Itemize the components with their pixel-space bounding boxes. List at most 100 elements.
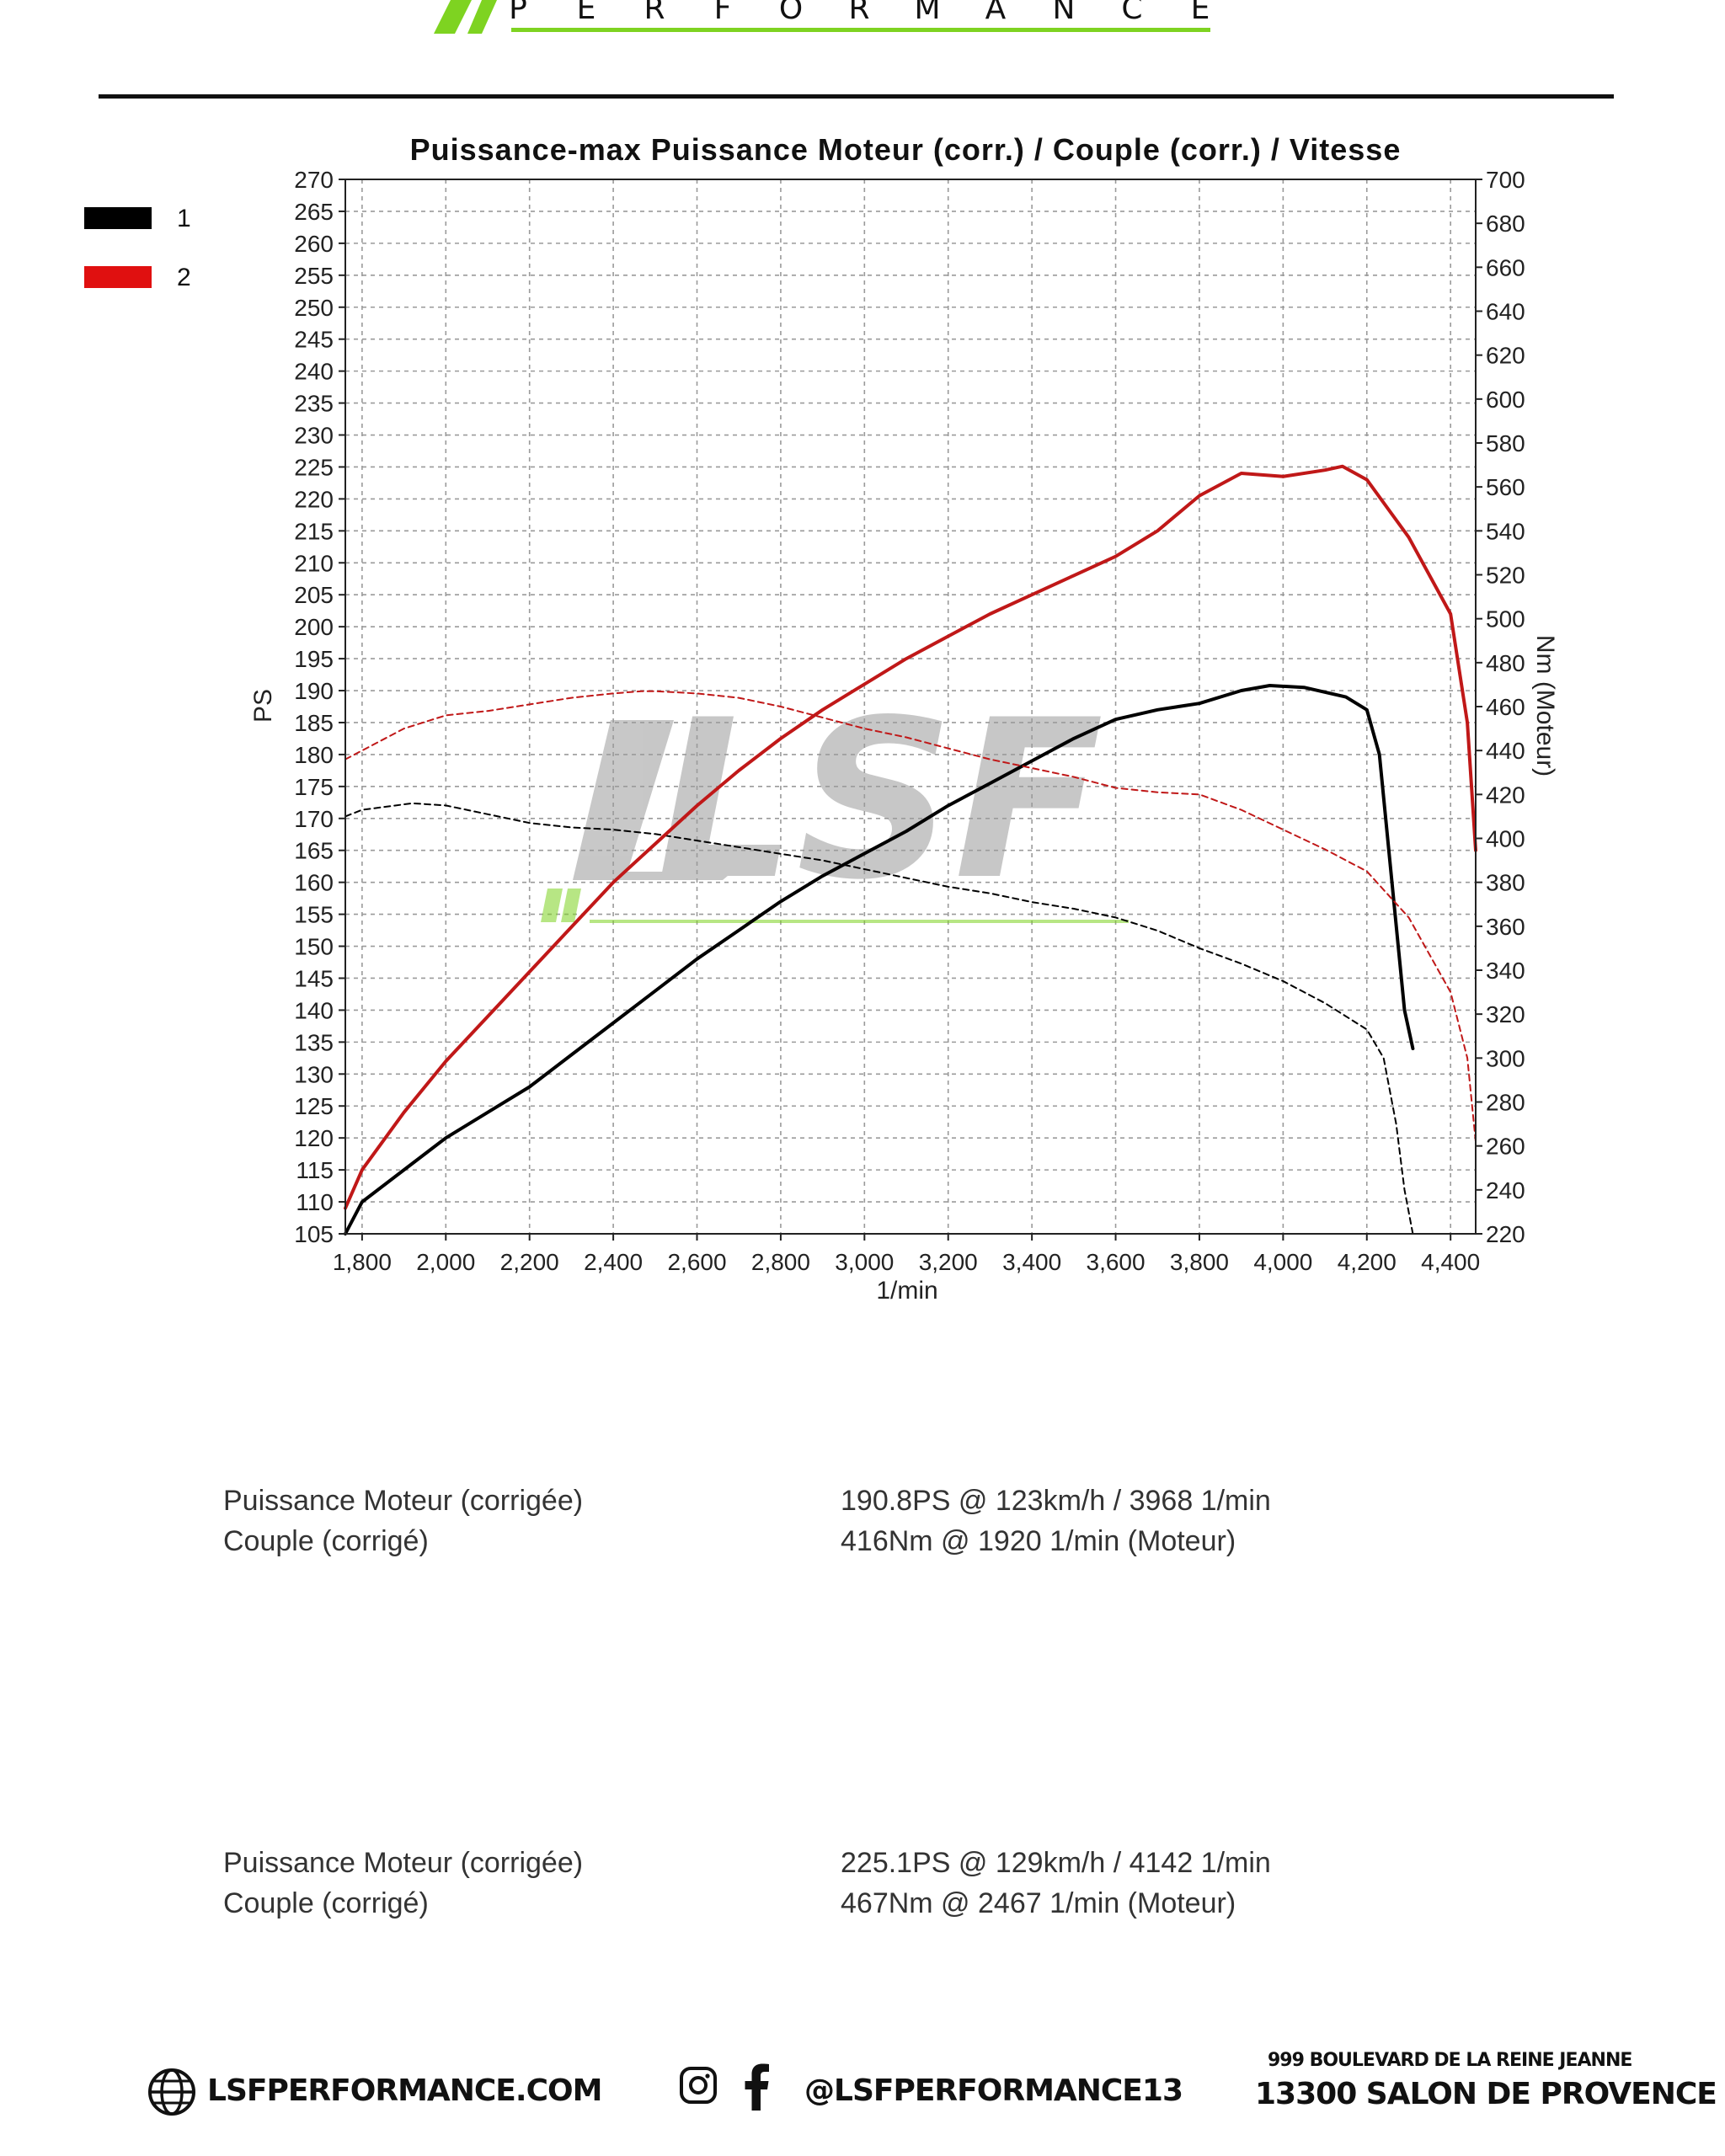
- y-right-tick-label: 460: [1486, 694, 1525, 720]
- y-left-tick-label: 145: [294, 965, 334, 991]
- legend-swatch: [84, 266, 152, 288]
- x-tick-label: 2,600: [667, 1249, 726, 1275]
- result-value: 190.8PS @ 123km/h / 3968 1/min: [841, 1485, 1271, 1517]
- x-tick-label: 4,000: [1253, 1249, 1312, 1275]
- y-left-tick-label: 180: [294, 742, 334, 768]
- y-left-tick-label: 240: [294, 359, 334, 385]
- y-left-tick-label: 140: [294, 997, 334, 1023]
- series-1-power-line: [344, 684, 1415, 1235]
- y-left-tick-label: 150: [294, 934, 334, 960]
- x-tick-label: 3,800: [1170, 1249, 1229, 1275]
- x-tick-label: 3,200: [919, 1249, 978, 1275]
- logo-slash-mark: [467, 0, 497, 34]
- result-block-run-2: Puissance Moteur (corrigée) 225.1PS @ 12…: [223, 1843, 1487, 1924]
- y-left-ticks: 105 110 115 120 125 130 135 140 145 150 155 160 165 1…: [294, 167, 345, 1247]
- y-left-tick-label: 120: [294, 1125, 334, 1151]
- chart-series: [344, 464, 1477, 1235]
- globe-icon[interactable]: [147, 2068, 196, 2116]
- tagline-letter: C: [1121, 0, 1142, 26]
- y-left-tick-label: 110: [296, 1189, 334, 1215]
- y-right-tick-label: 620: [1486, 343, 1525, 369]
- result-row: Puissance Moteur (corrigée) 190.8PS @ 12…: [223, 1481, 1487, 1521]
- x-tick-label: 3,000: [835, 1249, 894, 1275]
- y-right-tick-label: 500: [1486, 606, 1525, 632]
- website-link[interactable]: LSFPERFORMANCE.COM: [207, 2073, 602, 2108]
- y-right-tick-label: 480: [1486, 650, 1525, 676]
- facebook-icon[interactable]: [745, 2063, 770, 2111]
- y-left-tick-label: 200: [294, 614, 334, 640]
- result-row: Couple (corrigé) 467Nm @ 2467 1/min (Mot…: [223, 1883, 1487, 1924]
- y-left-tick-label: 245: [294, 327, 334, 353]
- y-right-tick-label: 640: [1486, 299, 1525, 325]
- y-right-tick-label: 600: [1486, 387, 1525, 413]
- y-right-tick-label: 220: [1486, 1221, 1525, 1247]
- y-left-tick-label: 220: [294, 486, 334, 512]
- result-block-run-1: Puissance Moteur (corrigée) 190.8PS @ 12…: [223, 1481, 1487, 1561]
- y-left-tick-label: 155: [294, 902, 334, 928]
- legend-swatch: [84, 207, 152, 229]
- tagline-letter: E: [1191, 0, 1210, 26]
- y-right-tick-label: 240: [1486, 1177, 1525, 1203]
- series-2-torque-line: [344, 690, 1477, 1143]
- result-value: 467Nm @ 2467 1/min (Moteur): [841, 1887, 1236, 1919]
- x-tick-label: 2,200: [500, 1249, 559, 1275]
- result-row: Puissance Moteur (corrigée) 225.1PS @ 12…: [223, 1843, 1487, 1883]
- y-left-axis-label: PS: [249, 689, 277, 723]
- address-line-1: 999 BOULEVARD DE LA REINE JEANNE: [1268, 2050, 1632, 2071]
- y-left-tick-label: 160: [294, 870, 334, 896]
- y-left-tick-label: 250: [294, 295, 334, 321]
- y-left-tick-label: 105: [294, 1221, 334, 1247]
- address-line-2: 13300 SALON DE PROVENCE: [1255, 2077, 1717, 2111]
- y-left-tick-label: 225: [294, 454, 334, 480]
- y-right-tick-label: 440: [1486, 738, 1525, 764]
- y-left-tick-label: 255: [294, 263, 334, 289]
- watermark-logo: LSF: [541, 674, 1129, 928]
- y-left-tick-label: 170: [294, 806, 334, 832]
- social-handle-link[interactable]: @LSFPERFORMANCE13: [804, 2073, 1183, 2108]
- y-right-tick-label: 320: [1486, 1001, 1525, 1027]
- x-tick-label: 2,000: [416, 1249, 475, 1275]
- x-tick-label: 4,200: [1338, 1249, 1397, 1275]
- series-2-power-line: [344, 464, 1477, 1210]
- y-right-tick-label: 340: [1486, 958, 1525, 984]
- y-left-tick-label: 205: [294, 582, 334, 608]
- logo-slash-mark: [434, 0, 472, 34]
- y-left-tick-label: 235: [294, 391, 334, 417]
- tagline-letter: M: [914, 0, 940, 26]
- y-left-tick-label: 270: [294, 167, 334, 193]
- y-left-tick-label: 165: [294, 838, 334, 864]
- y-right-tick-label: 680: [1486, 211, 1525, 237]
- x-ticks: 1,800 2,000 2,200 2,400 2,600 2,800 3,000 3,200…: [333, 1234, 1480, 1275]
- result-label: Puissance Moteur (corrigée): [223, 1485, 584, 1517]
- y-left-tick-label: 265: [294, 199, 334, 225]
- y-right-tick-label: 420: [1486, 782, 1525, 808]
- result-label: Puissance Moteur (corrigée): [223, 1847, 584, 1879]
- result-row: Couple (corrigé) 416Nm @ 1920 1/min (Mot…: [223, 1521, 1487, 1561]
- y-right-tick-label: 560: [1486, 474, 1525, 500]
- y-right-tick-label: 540: [1486, 518, 1525, 544]
- y-left-tick-label: 115: [296, 1157, 334, 1183]
- watermark-text: LSF: [657, 674, 1104, 928]
- legend-item: 2: [84, 261, 211, 295]
- y-right-tick-label: 400: [1486, 826, 1525, 852]
- y-left-tick-label: 210: [294, 550, 334, 576]
- y-left-tick-label: 125: [294, 1093, 334, 1119]
- x-tick-label: 4,400: [1421, 1249, 1480, 1275]
- x-tick-label: 2,400: [584, 1249, 643, 1275]
- result-value: 225.1PS @ 129km/h / 4142 1/min: [841, 1847, 1271, 1879]
- tagline-letter: A: [985, 0, 1007, 26]
- series-1-torque-line: [344, 802, 1414, 1235]
- x-tick-label: 3,400: [1002, 1249, 1061, 1275]
- logo-underline: [511, 28, 1210, 32]
- y-right-tick-label: 660: [1486, 254, 1525, 280]
- y-right-tick-label: 580: [1486, 430, 1525, 456]
- tagline-letter: R: [848, 0, 869, 26]
- tagline-letter: F: [714, 0, 732, 26]
- y-left-tick-label: 190: [294, 678, 334, 704]
- chart-title: Puissance-max Puissance Moteur (corr.) /…: [410, 132, 1402, 167]
- legend-label: 2: [177, 264, 191, 291]
- instagram-icon[interactable]: [679, 2066, 718, 2105]
- y-right-tick-label: 520: [1486, 563, 1525, 589]
